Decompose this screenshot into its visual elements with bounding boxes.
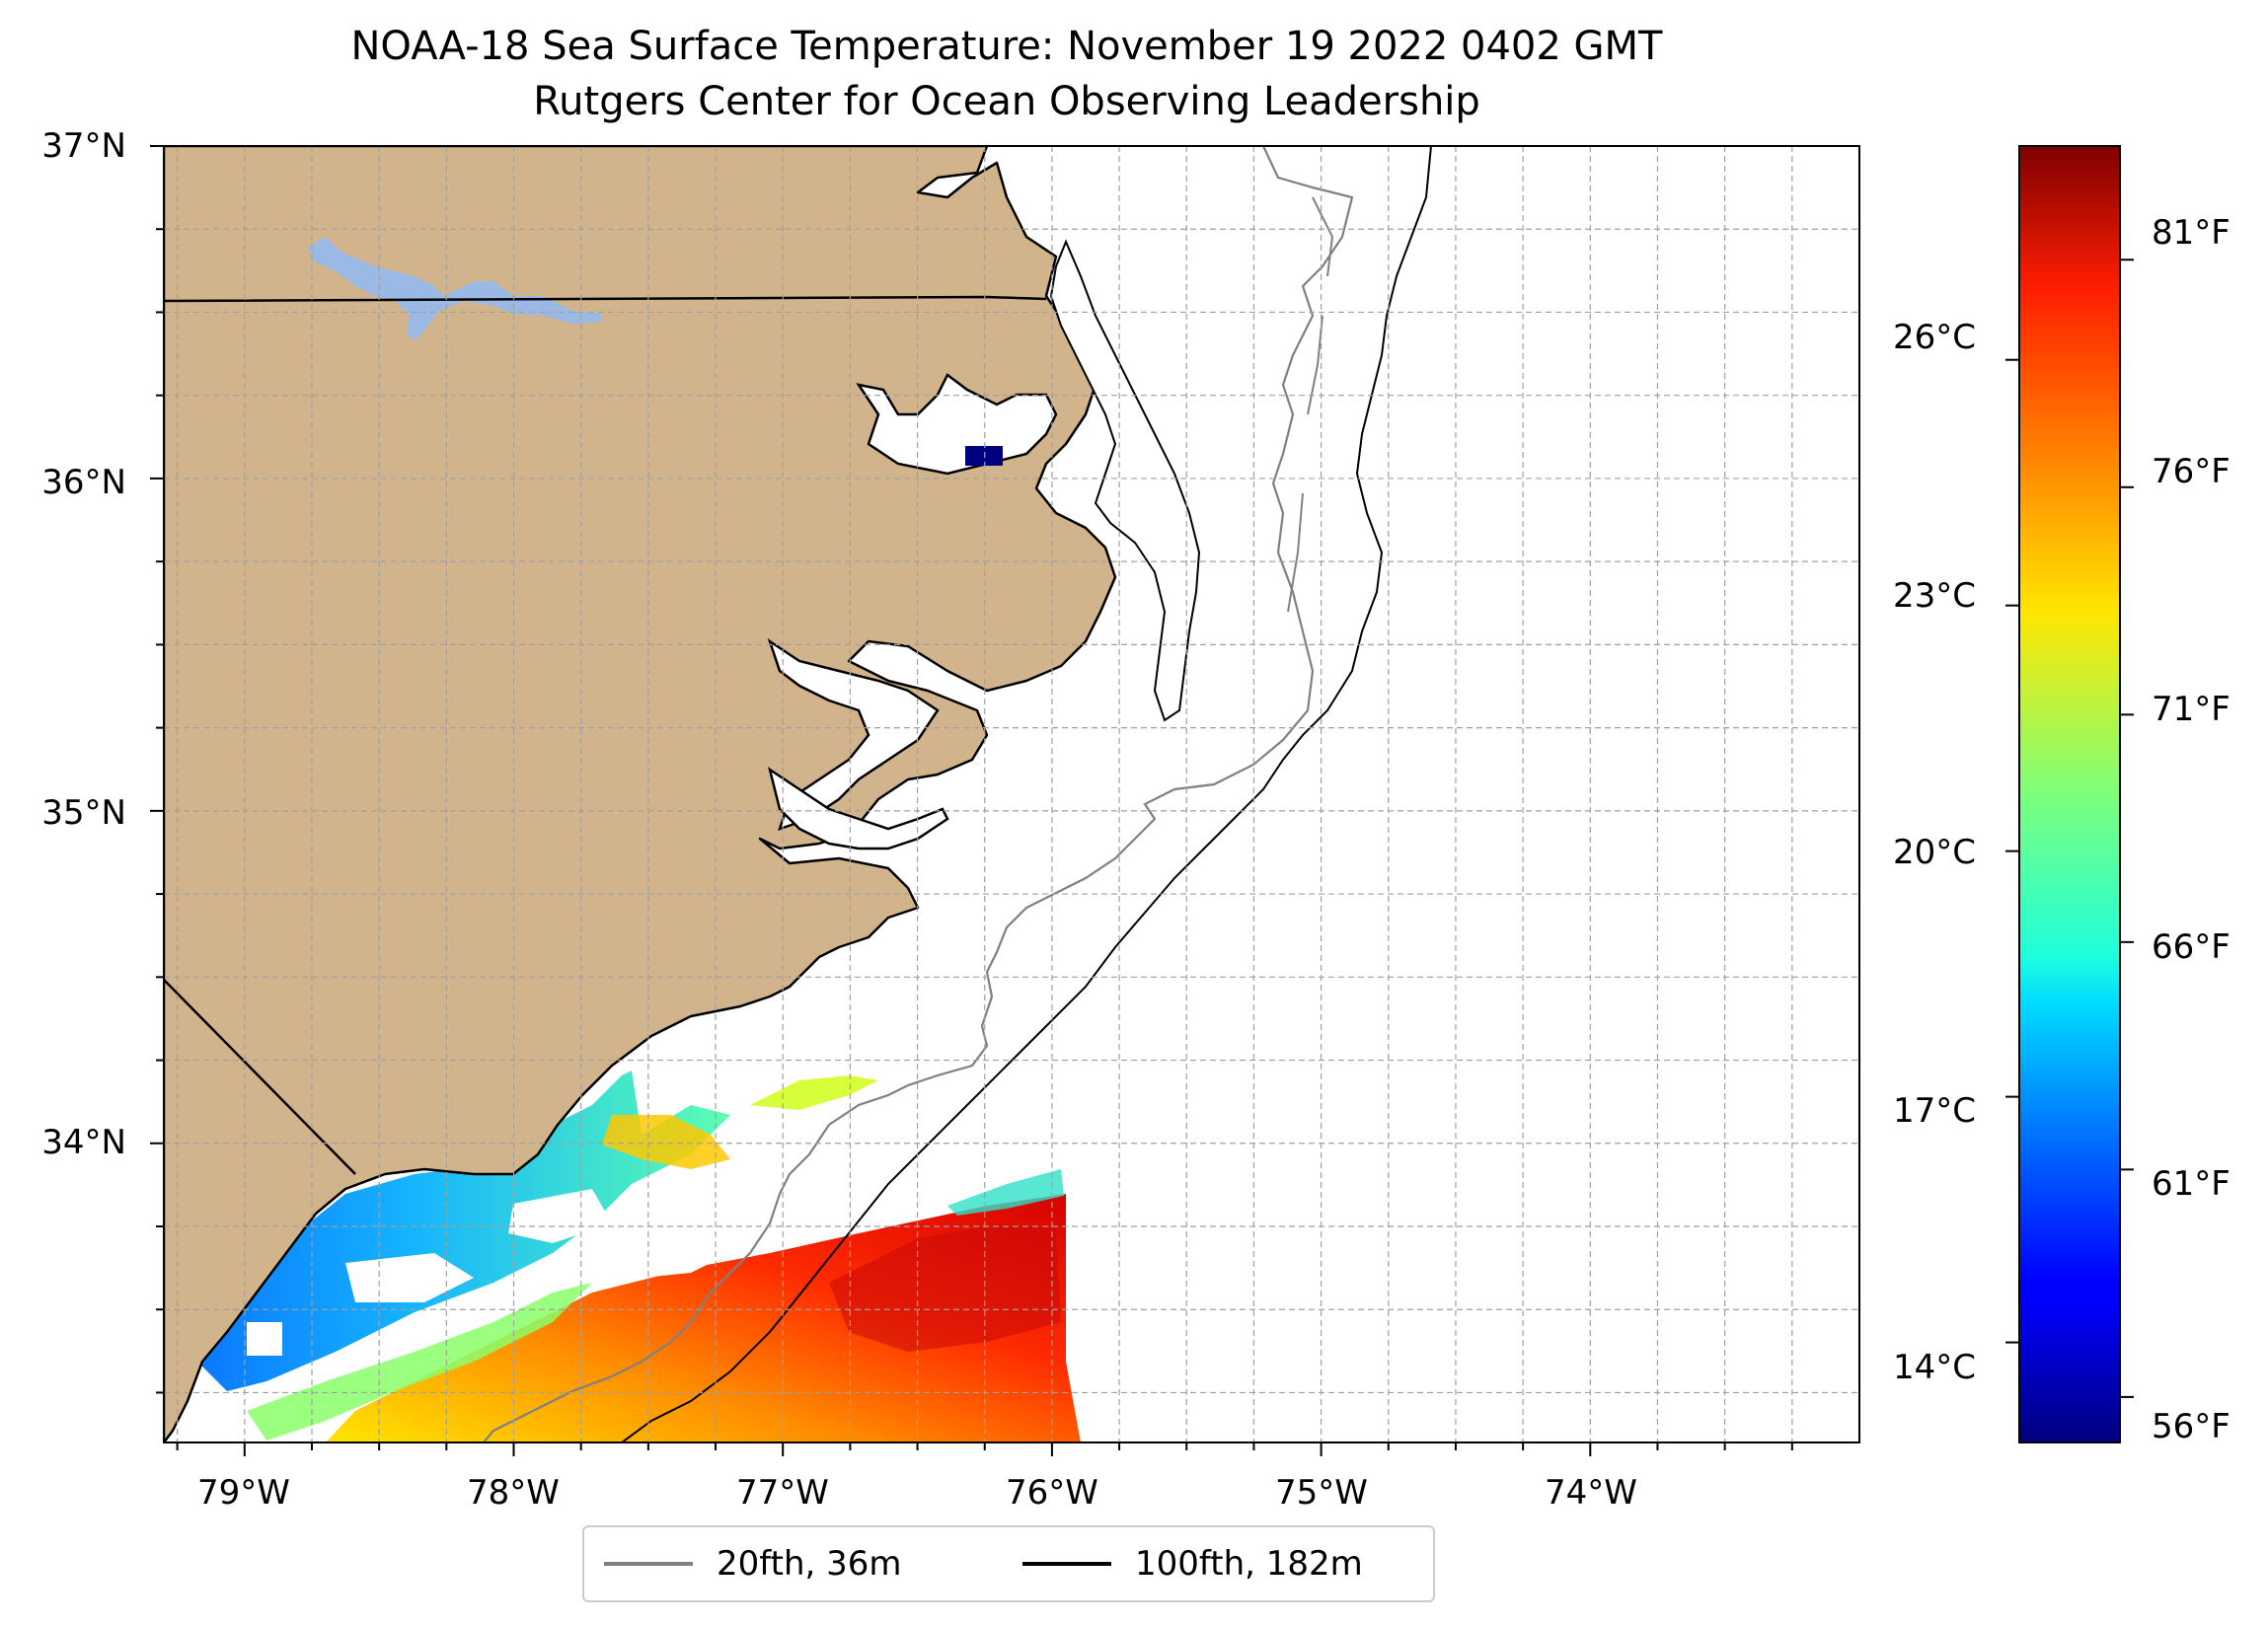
barrier-sound xyxy=(1049,239,1201,722)
lake xyxy=(308,237,602,340)
legend-swatch-20fth xyxy=(604,1562,693,1566)
legend: 20fth, 36m 100fth, 182m xyxy=(582,1525,1435,1602)
map-title: NOAA-18 Sea Surface Temperature: Novembe… xyxy=(350,24,1663,69)
axis-ticks xyxy=(150,145,1793,1456)
cb-label-81f: 81°F xyxy=(2152,213,2230,253)
isobath-100fth xyxy=(621,146,1432,1442)
lat-label-36: 36°N xyxy=(41,463,126,502)
cloud-gap xyxy=(247,1322,282,1356)
cb-label-66f: 66°F xyxy=(2152,927,2230,967)
sst-hot-core xyxy=(829,1223,1061,1352)
map-frame xyxy=(163,145,1860,1443)
cb-label-71f: 71°F xyxy=(2152,690,2230,729)
map-area xyxy=(164,146,1859,1442)
sst-pixel xyxy=(965,446,1003,466)
lat-label-37: 37°N xyxy=(41,126,126,166)
cb-label-20c: 20°C xyxy=(1893,833,1977,872)
cloud-gap xyxy=(345,1253,474,1302)
isobath-20fth xyxy=(483,146,1354,1442)
cb-label-23c: 23°C xyxy=(1893,576,1977,616)
state-border xyxy=(164,295,1047,303)
cb-label-61f: 61°F xyxy=(2152,1164,2230,1204)
sst-yellow-patch xyxy=(750,1075,878,1110)
legend-label-100fth: 100fth, 182m xyxy=(1135,1544,1363,1584)
lon-label-78: 78°W xyxy=(467,1473,560,1513)
lon-label-74: 74°W xyxy=(1545,1473,1637,1513)
state-border xyxy=(164,979,356,1175)
cb-label-76f: 76°F xyxy=(2152,452,2230,491)
isobath-20fth-detail xyxy=(1287,196,1334,613)
cloud-gap xyxy=(508,1189,612,1243)
cb-label-17c: 17°C xyxy=(1893,1091,1977,1131)
legend-item-20fth: 20fth, 36m xyxy=(604,1527,902,1600)
sst-front xyxy=(947,1169,1064,1216)
sound-lower xyxy=(768,767,949,850)
lon-label-76: 76°W xyxy=(1006,1473,1098,1513)
cb-label-14c: 14°C xyxy=(1893,1348,1977,1387)
cloud-gap xyxy=(572,1214,770,1283)
cb-label-26c: 26°C xyxy=(1893,318,1977,357)
lon-label-77: 77°W xyxy=(736,1473,829,1513)
lon-label-79: 79°W xyxy=(197,1473,290,1513)
gridlines xyxy=(164,146,1859,1442)
colorbar xyxy=(2018,145,2121,1443)
legend-item-100fth: 100fth, 182m xyxy=(1022,1527,1363,1600)
cb-label-56f: 56°F xyxy=(2152,1407,2230,1446)
colorbar-ticks xyxy=(2005,259,2134,1398)
map-subtitle: Rutgers Center for Ocean Observing Leade… xyxy=(533,79,1480,124)
sst-warm-nearshore xyxy=(602,1115,730,1169)
lat-label-34: 34°N xyxy=(41,1123,126,1162)
legend-swatch-100fth xyxy=(1022,1562,1111,1566)
lat-label-35: 35°N xyxy=(41,793,126,833)
lon-label-75: 75°W xyxy=(1275,1473,1368,1513)
sst-cool-coastal xyxy=(197,1071,730,1391)
legend-label-20fth: 20fth, 36m xyxy=(717,1544,902,1584)
sst-green-band xyxy=(247,1283,592,1441)
